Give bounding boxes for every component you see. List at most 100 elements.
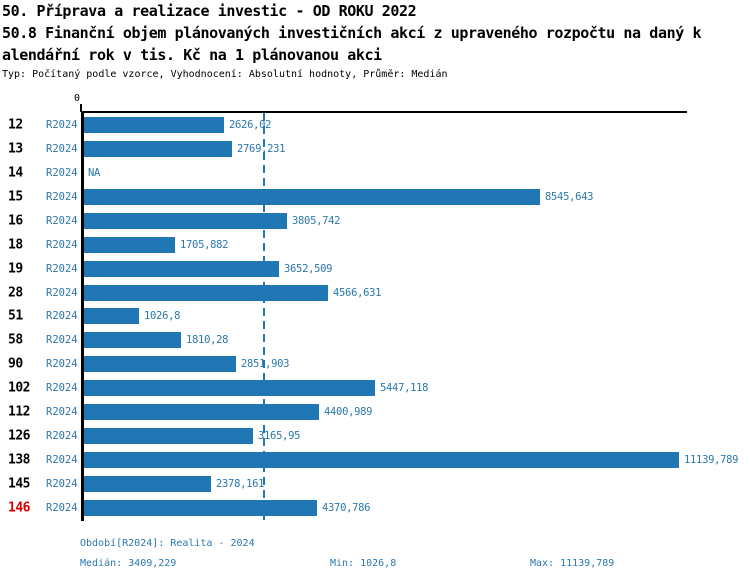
row-series-label: R2024 (46, 501, 78, 514)
y-axis-line (81, 111, 84, 521)
row-category-label: 146 (8, 500, 30, 516)
bar-wrapper: 3165,95 (84, 428, 301, 445)
row-series-label: R2024 (46, 382, 78, 395)
bar-wrapper: 3805,742 (84, 212, 340, 229)
bar (84, 188, 540, 205)
bar-wrapper: 4370,786 (84, 499, 371, 516)
row-category-label: 51 (8, 308, 23, 324)
chart-title-line3: alendářní rok v tis. Kč na 1 plánovanou … (2, 46, 382, 64)
row-series-label: R2024 (46, 190, 78, 203)
row-category-label: 138 (8, 452, 30, 468)
footer-max-label: Max: 11139,789 (530, 558, 615, 569)
chart-subtitle: Typ: Počítaný podle vzorce, Vyhodnocení:… (2, 69, 448, 80)
bar-row: 102 R2024 5447,118 (0, 376, 750, 400)
chart-title-line1: 50. Příprava a realizace investic - OD R… (2, 2, 417, 20)
bar (84, 332, 181, 349)
bar-value-label: 5447,118 (380, 382, 429, 395)
bar-wrapper: 5447,118 (84, 380, 429, 397)
x-axis-line (81, 111, 687, 113)
median-reference-line (263, 113, 265, 520)
bar-row: 14 R2024 NA (0, 161, 750, 185)
row-category-label: 102 (8, 380, 30, 396)
bar-value-label: 3652,509 (284, 262, 333, 275)
bar-wrapper: 1810,28 (84, 332, 229, 349)
row-category-label: 126 (8, 428, 30, 444)
bar-value-label: 2626,02 (229, 118, 272, 131)
bar (84, 236, 175, 253)
bar-wrapper: 3652,509 (84, 260, 333, 277)
bar-row: 12 R2024 2626,02 (0, 113, 750, 137)
footer-median-label: Medián: 3409,229 (80, 558, 177, 569)
bar-row: 18 R2024 1705,882 (0, 233, 750, 257)
bar-rows-container: 12 R2024 2626,02 13 R2024 2769,231 14 R2024 NA 15… (0, 113, 750, 520)
row-category-label: 145 (8, 476, 30, 492)
bar-wrapper: NA (84, 165, 100, 181)
bar-row: 90 R2024 2851,903 (0, 352, 750, 376)
row-series-label: R2024 (46, 142, 78, 155)
row-category-label: 18 (8, 237, 23, 253)
row-category-label: 28 (8, 285, 23, 301)
bar-value-label: 4370,786 (322, 501, 371, 514)
bar-wrapper: 2378,161 (84, 476, 264, 493)
row-category-label: 15 (8, 189, 23, 205)
bar-row: 13 R2024 2769,231 (0, 137, 750, 161)
bar-row: 138 R2024 11139,789 (0, 448, 750, 472)
row-category-label: 90 (8, 356, 23, 372)
row-series-label: R2024 (46, 334, 78, 347)
bar-value-label: 1705,882 (180, 238, 229, 251)
bar-value-label: 2851,903 (241, 358, 290, 371)
bar-wrapper: 2851,903 (84, 356, 290, 373)
bar-row: 51 R2024 1026,8 (0, 305, 750, 329)
bar-wrapper: 11139,789 (84, 452, 739, 469)
footer-period-label: Období[R2024]: Realita - 2024 (80, 538, 255, 549)
bar-row: 15 R2024 8545,643 (0, 185, 750, 209)
bar-value-label: 3165,95 (258, 430, 301, 443)
bar (84, 212, 287, 229)
bar-value-label: 1026,8 (144, 310, 181, 323)
row-series-label: R2024 (46, 262, 78, 275)
row-series-label: R2024 (46, 166, 78, 179)
bar-value-label: 4566,631 (333, 286, 382, 299)
row-series-label: R2024 (46, 118, 78, 131)
bar-value-label: 8545,643 (545, 190, 594, 203)
bar (84, 260, 279, 277)
bar (84, 499, 317, 516)
bar-wrapper: 1026,8 (84, 308, 181, 325)
bar (84, 428, 253, 445)
chart-title-line2: 50.8 Finanční objem plánovaných investič… (2, 24, 702, 42)
bar-row: 145 R2024 2378,161 (0, 472, 750, 496)
bar (84, 380, 375, 397)
bar-row: 58 R2024 1810,28 (0, 328, 750, 352)
row-series-label: R2024 (46, 238, 78, 251)
bar (84, 404, 319, 421)
footer-min-label: Min: 1026,8 (330, 558, 397, 569)
bar-row: 146 R2024 4370,786 (0, 496, 750, 520)
bar-value-label: 11139,789 (684, 454, 739, 467)
bar (84, 356, 236, 373)
bar-wrapper: 4400,989 (84, 404, 373, 421)
bar (84, 476, 211, 493)
bar-row: 16 R2024 3805,742 (0, 209, 750, 233)
bar-wrapper: 8545,643 (84, 188, 594, 205)
bar-row: 19 R2024 3652,509 (0, 257, 750, 281)
bar-value-label: 4400,989 (324, 406, 373, 419)
row-series-label: R2024 (46, 358, 78, 371)
bar-wrapper: 4566,631 (84, 284, 382, 301)
x-axis-zero-tick (80, 104, 82, 112)
row-category-label: 19 (8, 261, 23, 277)
bar-value-label: 1810,28 (186, 334, 229, 347)
row-category-label: 13 (8, 141, 23, 157)
row-series-label: R2024 (46, 478, 78, 491)
row-category-label: 14 (8, 165, 23, 181)
x-axis-zero-label: 0 (74, 93, 81, 104)
row-series-label: R2024 (46, 406, 78, 419)
bar-row: 126 R2024 3165,95 (0, 424, 750, 448)
row-category-label: 16 (8, 213, 23, 229)
bar-row: 28 R2024 4566,631 (0, 281, 750, 305)
bar (84, 116, 224, 133)
bar (84, 308, 139, 325)
bar (84, 284, 328, 301)
bar-wrapper: 2626,02 (84, 116, 272, 133)
